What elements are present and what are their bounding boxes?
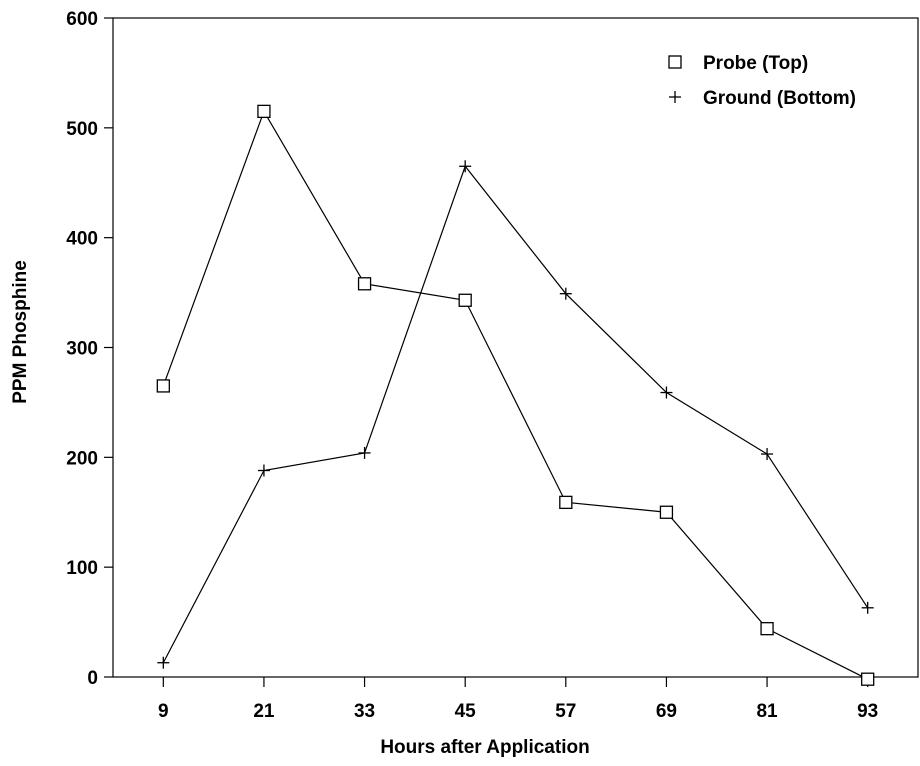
x-tick-label: 69 [656,701,677,722]
series-1 [156,104,875,686]
data-point-square [659,505,674,519]
data-point-square [357,277,372,291]
data-point-square [257,104,271,119]
data-point-square [156,379,170,393]
x-axis: 9 21 33 45 57 69 81 93 [158,677,878,722]
legend-label: Ground (Bottom) [703,88,856,109]
data-point-plus [257,464,270,477]
x-tick-label: 9 [158,701,169,722]
y-tick-label: 300 [66,339,98,360]
data-point-square [559,495,573,510]
data-point-plus [358,446,371,459]
y-tick-label: 0 [87,668,98,689]
x-tick-label: 45 [455,701,477,722]
legend: Probe (Top) Ground (Bottom) [668,53,856,109]
y-axis-title: PPM Phosphine [10,260,31,404]
data-point-square [458,293,472,307]
x-tick-label: 81 [756,701,778,722]
x-tick-label: 93 [857,701,878,722]
legend-item: Probe (Top) [668,53,808,74]
plot-frame [112,17,919,678]
y-tick-label: 500 [66,119,98,140]
data-point-square [861,672,875,686]
y-tick-label: 100 [66,558,98,579]
x-tick-label: 57 [555,701,576,722]
data-point-plus [157,656,170,669]
y-tick-label: 400 [66,229,98,250]
series-line [162,165,869,663]
y-axis: 0 100 200 300 400 500 600 [66,9,113,689]
data-point-square [760,622,774,636]
x-tick-label: 21 [253,701,275,722]
data-point-plus [459,160,472,173]
y-tick-label: 600 [66,9,98,30]
data-point-plus [861,601,874,614]
x-axis-title: Hours after Application [380,737,589,758]
data-point-plus [660,386,673,399]
legend-item: Ground (Bottom) [669,88,856,109]
data-point-plus [559,287,572,300]
data-point-plus [761,448,774,461]
series-2 [157,160,874,669]
legend-plus-icon [669,91,681,103]
legend-square-icon [668,55,682,69]
series-line [162,109,868,680]
x-tick-label: 33 [354,701,375,722]
legend-label: Probe (Top) [703,53,808,74]
y-tick-label: 200 [66,448,98,469]
series-layer [156,104,875,686]
